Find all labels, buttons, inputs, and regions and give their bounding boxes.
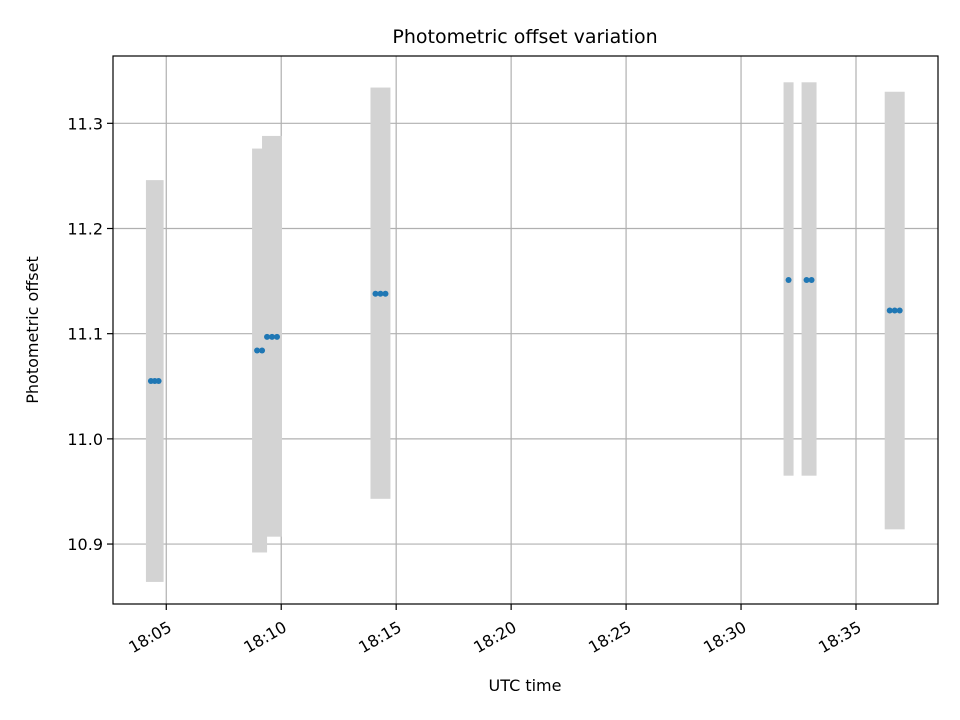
data-point [785, 277, 792, 284]
data-point [269, 333, 276, 340]
plot-frame [112, 55, 939, 605]
y-tick-label: 11.2 [67, 219, 103, 238]
data-point [377, 290, 384, 297]
y-tick-label: 10.9 [67, 535, 103, 554]
data-point [274, 333, 281, 340]
data-point [372, 290, 379, 297]
data-point [896, 307, 903, 314]
data-point [259, 347, 266, 354]
chart-title: Photometric offset variation [392, 26, 657, 48]
x-axis-label: UTC time [489, 676, 562, 695]
data-point [886, 307, 893, 314]
data-point [808, 277, 815, 284]
data-point [254, 347, 261, 354]
data-points [147, 277, 903, 385]
data-point [891, 307, 898, 314]
y-tick-label: 11.3 [67, 114, 103, 133]
data-point [155, 378, 162, 385]
y-axis-ticks: 10.9 11.0 11.1 11.2 11.3 [67, 114, 113, 554]
data-point [264, 333, 271, 340]
y-axis-label: Photometric offset [23, 256, 42, 404]
y-tick-label: 11.0 [67, 430, 103, 449]
y-tick-label: 11.1 [67, 325, 103, 344]
data-point [803, 277, 810, 284]
data-point [382, 290, 389, 297]
